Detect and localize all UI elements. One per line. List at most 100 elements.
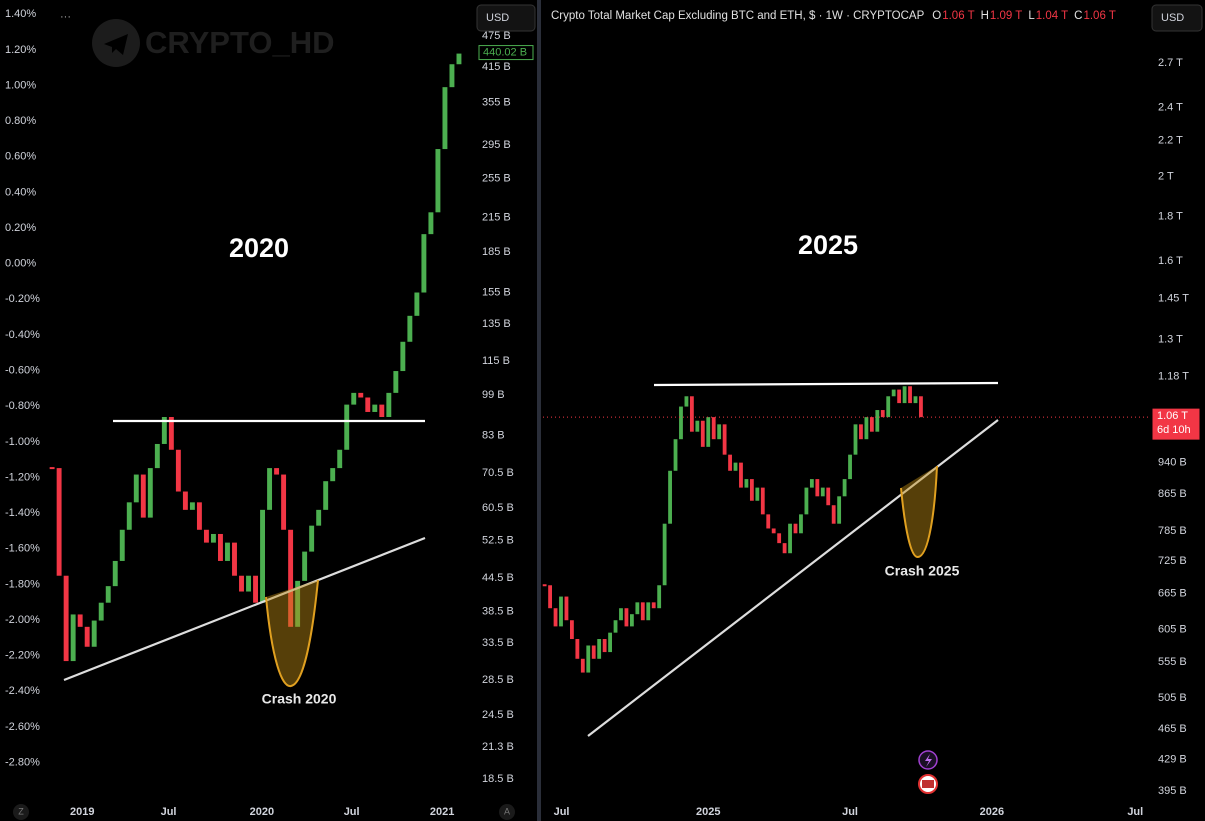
candle — [559, 596, 563, 627]
percent-tick-label: 0.20% — [5, 222, 36, 234]
candle — [564, 596, 569, 621]
y-tick-label: 940 B — [1158, 457, 1187, 469]
y-tick-label: 255 B — [482, 172, 511, 184]
percent-tick-label: -0.40% — [5, 329, 40, 341]
y-tick-label: 395 B — [1158, 785, 1187, 797]
y-tick-label: 475 B — [482, 30, 511, 42]
candle — [253, 575, 258, 603]
percent-tick-label: -1.40% — [5, 507, 40, 519]
candle — [379, 404, 385, 417]
y-tick-label: 44.5 B — [482, 572, 514, 584]
percent-tick-label: -1.20% — [5, 471, 40, 483]
candle — [695, 420, 700, 432]
candle — [804, 487, 809, 515]
candle — [126, 502, 132, 530]
candle — [842, 479, 847, 497]
ohlc-value: 1.04 T — [1036, 10, 1068, 22]
candle — [919, 396, 923, 418]
candle — [105, 586, 111, 603]
resistance-line — [653, 381, 999, 387]
candle — [766, 514, 771, 529]
auto-button[interactable] — [499, 804, 515, 820]
candle — [853, 424, 858, 455]
y-tick-label: 70.5 B — [482, 467, 514, 479]
x-tick-label: Jul — [842, 806, 858, 818]
percent-tick-label: -1.80% — [5, 578, 40, 590]
candle — [330, 468, 336, 482]
candle — [869, 417, 874, 432]
x-tick-label: Jul — [344, 806, 360, 818]
x-tick-label: Jul — [1127, 806, 1143, 818]
y-tick-label: 28.5 B — [482, 674, 514, 686]
ohlc-key: O — [932, 10, 941, 22]
zoom-button[interactable] — [13, 804, 29, 820]
y-tick-label: 215 B — [482, 211, 511, 223]
candle — [668, 470, 672, 524]
menu-dots[interactable]: ··· — [60, 11, 71, 23]
ohlc-key: H — [981, 10, 989, 22]
candle — [777, 533, 782, 544]
candle — [421, 234, 427, 293]
x-tick-label: 2025 — [696, 806, 720, 818]
y-tick-label: 415 B — [482, 61, 511, 73]
chart-title: Crypto Total Market Cap Excluding BTC an… — [551, 10, 925, 22]
y-tick-label: 665 B — [1158, 588, 1187, 600]
candle — [771, 528, 776, 534]
candle — [337, 449, 343, 469]
y-tick-label: 2.2 T — [1158, 135, 1183, 147]
candle — [239, 575, 244, 592]
candle — [591, 645, 596, 659]
ohlc-key: C — [1074, 10, 1082, 22]
y-tick-label: 429 B — [1158, 754, 1187, 766]
crash-annotation: Crash 2025 — [885, 563, 960, 579]
candle — [542, 584, 547, 587]
y-tick-label: 33.5 B — [482, 637, 514, 649]
candle — [673, 439, 678, 471]
candle — [788, 523, 792, 554]
candle — [112, 560, 118, 587]
last-price-label: 1.06 T — [1157, 410, 1188, 422]
candle — [274, 468, 280, 475]
candle — [49, 467, 55, 470]
candle — [133, 474, 139, 503]
candle — [288, 529, 294, 627]
candle — [728, 454, 732, 471]
candle — [744, 479, 749, 488]
candle — [837, 496, 842, 524]
candle — [553, 608, 558, 627]
crash-annotation: Crash 2020 — [262, 691, 337, 707]
percent-tick-label: -0.60% — [5, 365, 40, 377]
last-price-label: 440.02 B — [483, 46, 527, 58]
year-annotation: 2025 — [798, 230, 858, 260]
percent-tick-label: -2.40% — [5, 685, 40, 697]
ohlc-value: 1.06 T — [942, 10, 974, 22]
candle — [859, 424, 863, 440]
candle — [77, 614, 83, 627]
percent-tick-label: 1.40% — [5, 8, 36, 20]
y-tick-label: 38.5 B — [482, 605, 514, 617]
ohlc-value: 1.06 T — [1083, 10, 1115, 22]
percent-tick-label: 1.00% — [5, 79, 36, 91]
y-tick-label: 505 B — [1158, 692, 1187, 704]
y-tick-label: 155 B — [482, 286, 511, 298]
y-tick-label: 18.5 B — [482, 773, 514, 785]
candle — [597, 639, 602, 659]
candle — [323, 481, 329, 510]
y-tick-label: 605 B — [1158, 623, 1187, 635]
watermark: CRYPTO_HD — [92, 19, 334, 67]
candle — [755, 487, 760, 501]
candle — [875, 410, 880, 432]
candle — [640, 602, 645, 621]
candle — [809, 479, 814, 488]
currency-button[interactable] — [1151, 4, 1203, 32]
candle — [225, 542, 230, 561]
candle — [897, 389, 902, 404]
candle — [657, 585, 662, 609]
currency-button[interactable] — [476, 4, 536, 32]
percent-tick-label: -2.20% — [5, 650, 40, 662]
candle — [689, 396, 694, 432]
candle — [711, 417, 716, 440]
auto-button-label: A — [504, 806, 510, 816]
